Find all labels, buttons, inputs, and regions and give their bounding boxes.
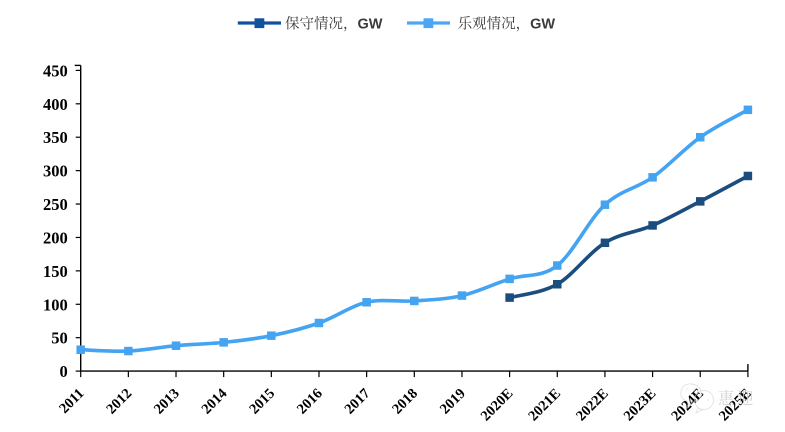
svg-text:2020E: 2020E xyxy=(478,386,517,425)
svg-text:100: 100 xyxy=(43,295,68,314)
svg-text:保守情况，GW: 保守情况，GW xyxy=(285,13,383,34)
svg-text:450: 450 xyxy=(43,61,68,80)
svg-text:2023E: 2023E xyxy=(621,386,660,425)
svg-text:2021E: 2021E xyxy=(525,386,564,425)
svg-text:200: 200 xyxy=(43,228,68,247)
svg-text:2018: 2018 xyxy=(389,386,421,418)
svg-text:2014: 2014 xyxy=(199,386,231,418)
svg-text:150: 150 xyxy=(43,262,68,281)
svg-text:2016: 2016 xyxy=(294,386,326,418)
svg-text:2012: 2012 xyxy=(103,386,135,418)
svg-text:2011: 2011 xyxy=(56,386,87,417)
svg-text:2013: 2013 xyxy=(151,386,183,418)
svg-text:2022E: 2022E xyxy=(573,386,612,425)
svg-text:乐观情况，GW: 乐观情况，GW xyxy=(458,13,556,34)
svg-text:2015: 2015 xyxy=(246,386,278,418)
svg-text:350: 350 xyxy=(43,128,68,147)
svg-text:2017: 2017 xyxy=(342,386,374,418)
svg-text:0: 0 xyxy=(59,362,67,381)
svg-text:50: 50 xyxy=(51,329,68,348)
svg-text:惠迎: 惠迎 xyxy=(718,385,756,409)
svg-text:300: 300 xyxy=(43,162,68,181)
svg-text:2019: 2019 xyxy=(437,386,469,418)
svg-text:250: 250 xyxy=(43,195,68,214)
svg-text:400: 400 xyxy=(43,95,68,114)
